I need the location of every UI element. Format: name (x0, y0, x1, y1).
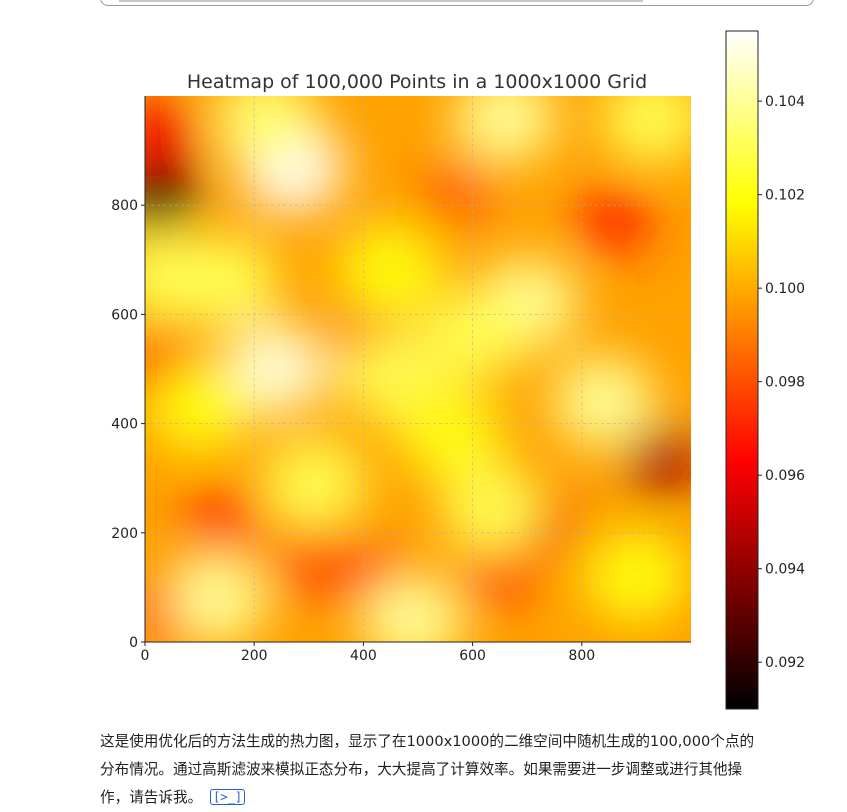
heatmap-hotspot-16 (600, 96, 691, 164)
chart-title: Heatmap of 100,000 Points in a 1000x1000… (187, 71, 647, 93)
colorbar-gradient (725, 30, 759, 710)
input-box-scroll-track (119, 0, 643, 2)
x-tick-label: 600 (459, 648, 486, 664)
heatmap-coldspot-11 (418, 160, 495, 229)
x-tick-label: 0 (141, 648, 150, 664)
heatmap-hotspot-26 (262, 437, 367, 530)
colorbar-tick-label: 0.100 (765, 281, 805, 297)
heatmap-coldspot-12 (276, 531, 353, 600)
heatmap-hotspot-25 (147, 361, 252, 454)
heatmap-hotspot-15 (453, 96, 558, 164)
heatmap-coldspot-0 (145, 160, 197, 229)
colorbar-tick-label: 0.102 (765, 188, 805, 204)
heatmap-hotspot-30 (360, 574, 465, 642)
code-source-icon[interactable]: [>_] (210, 789, 246, 805)
heatmap-coldspot-7 (183, 487, 260, 556)
caption-line-3-text: 作，请告诉我。 (100, 789, 203, 806)
heatmap-hotspot-14 (213, 96, 318, 164)
x-tick-label: 200 (241, 648, 268, 664)
heatmap-hotspot-23 (338, 328, 443, 421)
heatmap-hotspot-18 (174, 235, 279, 328)
y-tick-label: 200 (111, 526, 138, 542)
heatmap-hotspot-29 (163, 552, 268, 642)
grid-lines (145, 96, 691, 642)
axes: 0 200 400 600 800 0 200 400 600 800 (111, 96, 691, 664)
heatmap-hotspot-31 (584, 530, 689, 623)
heatmap-plot-area (145, 96, 691, 642)
heatmap-hotspot-19 (338, 224, 443, 317)
colorbar-tick-label: 0.104 (765, 94, 805, 110)
heatmap-hotspot-27 (398, 388, 503, 481)
y-tick-label: 0 (129, 635, 138, 651)
heatmap-hotspot-24 (551, 355, 656, 448)
y-tick-label: 800 (111, 198, 138, 214)
caption-line-3: 作，请告诉我。 [>_] (100, 784, 812, 812)
y-tick-label: 400 (111, 417, 138, 433)
heatmap-coldspot-5 (576, 187, 653, 256)
colorbar-tick-label: 0.096 (765, 468, 805, 484)
colorbar: 0.092 0.094 0.096 0.098 0.100 0.102 0.104 (725, 30, 805, 710)
caption-line-1: 这是使用优化后的方法生成的热力图，显示了在1000x1000的二维空间中随机生成… (100, 733, 755, 750)
caption-line-2: 分布情况。通过高斯滤波来模拟正态分布，大大提高了计算效率。如果需要进一步调整或进… (100, 761, 743, 778)
heatmap-hotspot-28 (442, 464, 547, 557)
colorbar-tick-label: 0.098 (765, 375, 805, 391)
heatmap-chart: Heatmap of 100,000 Points in a 1000x1000… (111, 30, 805, 710)
x-tick-label: 800 (568, 648, 595, 664)
x-tick-label: 400 (350, 648, 377, 664)
heatmap-coldspot-1 (145, 100, 200, 169)
response-caption: 这是使用优化后的方法生成的热力图，显示了在1000x1000的二维空间中随机生成… (100, 728, 812, 812)
colorbar-tick-label: 0.094 (765, 562, 805, 578)
heatmap-hotspot-22 (224, 323, 329, 415)
y-tick-label: 600 (111, 307, 138, 323)
heatmap-coldspot-3 (625, 427, 691, 496)
colorbar-tick-label: 0.092 (765, 655, 805, 671)
